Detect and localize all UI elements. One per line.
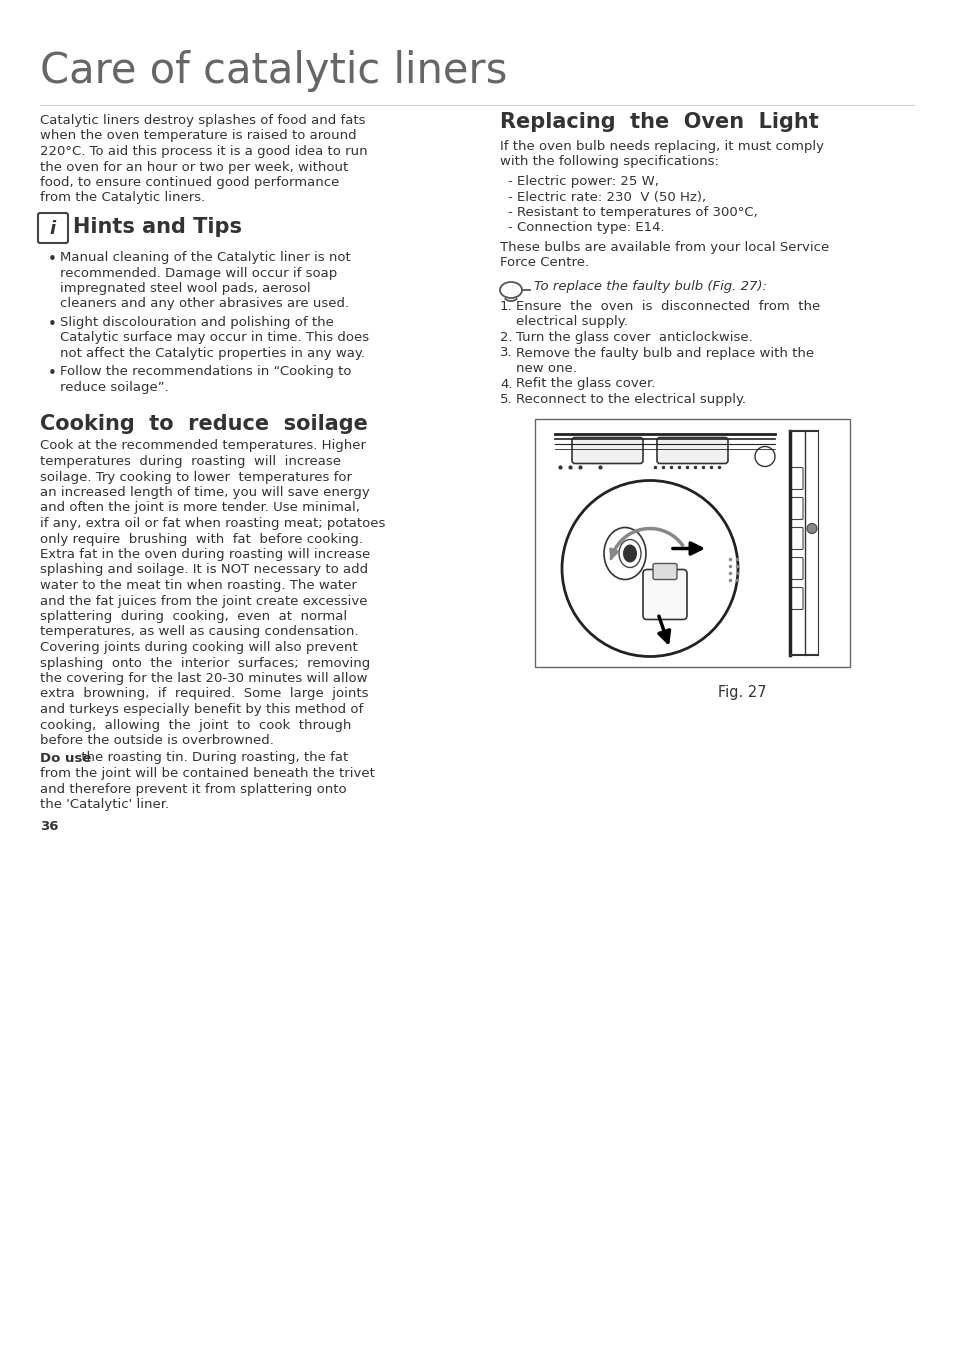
Text: soilage. Try cooking to lower  temperatures for: soilage. Try cooking to lower temperatur… <box>40 470 352 483</box>
Text: - Resistant to temperatures of 300°C,: - Resistant to temperatures of 300°C, <box>507 206 757 219</box>
Circle shape <box>806 524 816 533</box>
Text: 3.: 3. <box>499 347 512 360</box>
Text: the covering for the last 20-30 minutes will allow: the covering for the last 20-30 minutes … <box>40 672 367 685</box>
FancyBboxPatch shape <box>790 558 802 580</box>
Text: Covering joints during cooking will also prevent: Covering joints during cooking will also… <box>40 640 357 654</box>
Text: 220°C. To aid this process it is a good idea to run: 220°C. To aid this process it is a good … <box>40 145 367 158</box>
Text: To replace the faulty bulb (Fig. 27):: To replace the faulty bulb (Fig. 27): <box>534 280 766 292</box>
Text: - Electric rate: 230  V (50 Hz),: - Electric rate: 230 V (50 Hz), <box>507 191 705 203</box>
Text: Catalytic surface may occur in time. This does: Catalytic surface may occur in time. Thi… <box>60 332 369 344</box>
Text: •: • <box>48 252 57 267</box>
FancyBboxPatch shape <box>652 563 677 580</box>
Text: and often the joint is more tender. Use minimal,: and often the joint is more tender. Use … <box>40 501 359 515</box>
Text: Do use: Do use <box>40 751 91 765</box>
Text: Refit the glass cover.: Refit the glass cover. <box>516 378 655 390</box>
Text: 2.: 2. <box>499 330 512 344</box>
Text: from the Catalytic liners.: from the Catalytic liners. <box>40 191 205 204</box>
FancyBboxPatch shape <box>790 528 802 550</box>
Text: extra  browning,  if  required.  Some  large  joints: extra browning, if required. Some large … <box>40 688 368 700</box>
Text: Reconnect to the electrical supply.: Reconnect to the electrical supply. <box>516 393 745 406</box>
Text: electrical supply.: electrical supply. <box>516 315 627 329</box>
Text: and therefore prevent it from splattering onto: and therefore prevent it from splatterin… <box>40 783 346 796</box>
Text: only require  brushing  with  fat  before cooking.: only require brushing with fat before co… <box>40 532 363 546</box>
Text: temperatures, as well as causing condensation.: temperatures, as well as causing condens… <box>40 626 358 639</box>
Text: not affect the Catalytic properties in any way.: not affect the Catalytic properties in a… <box>60 347 365 360</box>
Text: Hints and Tips: Hints and Tips <box>73 217 242 237</box>
Text: food, to ensure continued good performance: food, to ensure continued good performan… <box>40 176 339 190</box>
FancyBboxPatch shape <box>38 213 68 242</box>
FancyBboxPatch shape <box>790 467 802 490</box>
FancyBboxPatch shape <box>790 497 802 520</box>
Text: splattering  during  cooking,  even  at  normal: splattering during cooking, even at norm… <box>40 611 347 623</box>
Text: impregnated steel wool pads, aerosol: impregnated steel wool pads, aerosol <box>60 282 311 295</box>
Text: the oven for an hour or two per week, without: the oven for an hour or two per week, wi… <box>40 161 348 173</box>
Text: Force Centre.: Force Centre. <box>499 256 589 269</box>
Text: 1.: 1. <box>499 301 512 313</box>
Text: •: • <box>48 367 57 382</box>
Text: Care of catalytic liners: Care of catalytic liners <box>40 50 507 92</box>
Text: Extra fat in the oven during roasting will increase: Extra fat in the oven during roasting wi… <box>40 548 370 561</box>
Text: an increased length of time, you will save energy: an increased length of time, you will sa… <box>40 486 370 500</box>
Text: cooking,  allowing  the  joint  to  cook  through: cooking, allowing the joint to cook thro… <box>40 719 351 731</box>
Circle shape <box>561 481 738 657</box>
Text: before the outside is overbrowned.: before the outside is overbrowned. <box>40 734 274 747</box>
Text: If the oven bulb needs replacing, it must comply: If the oven bulb needs replacing, it mus… <box>499 139 823 153</box>
Text: and the fat juices from the joint create excessive: and the fat juices from the joint create… <box>40 594 367 608</box>
Text: Replacing  the  Oven  Light: Replacing the Oven Light <box>499 112 818 131</box>
Text: Fig. 27: Fig. 27 <box>718 685 766 700</box>
Text: temperatures  during  roasting  will  increase: temperatures during roasting will increa… <box>40 455 340 468</box>
Text: - Electric power: 25 W,: - Electric power: 25 W, <box>507 175 659 188</box>
Text: Catalytic liners destroy splashes of food and fats: Catalytic liners destroy splashes of foo… <box>40 114 365 127</box>
Text: Slight discolouration and polishing of the: Slight discolouration and polishing of t… <box>60 315 334 329</box>
Text: - Connection type: E14.: - Connection type: E14. <box>507 222 664 234</box>
Text: Cook at the recommended temperatures. Higher: Cook at the recommended temperatures. Hi… <box>40 440 366 452</box>
FancyBboxPatch shape <box>642 570 686 620</box>
Text: when the oven temperature is raised to around: when the oven temperature is raised to a… <box>40 130 356 142</box>
Text: Manual cleaning of the Catalytic liner is not: Manual cleaning of the Catalytic liner i… <box>60 250 351 264</box>
Text: •: • <box>48 317 57 332</box>
Text: 5.: 5. <box>499 393 512 406</box>
Text: Ensure  the  oven  is  disconnected  from  the: Ensure the oven is disconnected from the <box>516 301 820 313</box>
Bar <box>535 418 849 666</box>
Text: reduce soilage”.: reduce soilage”. <box>60 380 169 394</box>
Text: water to the meat tin when roasting. The water: water to the meat tin when roasting. The… <box>40 580 356 592</box>
Text: Cooking  to  reduce  soilage: Cooking to reduce soilage <box>40 413 368 433</box>
Text: 4.: 4. <box>499 378 512 390</box>
FancyBboxPatch shape <box>572 437 642 463</box>
FancyBboxPatch shape <box>657 437 727 463</box>
Text: new one.: new one. <box>516 362 577 375</box>
Text: Follow the recommendations in “Cooking to: Follow the recommendations in “Cooking t… <box>60 366 351 379</box>
Text: with the following specifications:: with the following specifications: <box>499 156 719 168</box>
Text: Turn the glass cover  anticlockwise.: Turn the glass cover anticlockwise. <box>516 330 752 344</box>
FancyBboxPatch shape <box>790 588 802 609</box>
Text: the roasting tin. During roasting, the fat: the roasting tin. During roasting, the f… <box>77 751 348 765</box>
Text: cleaners and any other abrasives are used.: cleaners and any other abrasives are use… <box>60 298 349 310</box>
Text: and turkeys especially benefit by this method of: and turkeys especially benefit by this m… <box>40 703 363 716</box>
Text: i: i <box>50 219 56 238</box>
Text: Remove the faulty bulb and replace with the: Remove the faulty bulb and replace with … <box>516 347 813 360</box>
Text: from the joint will be contained beneath the trivet: from the joint will be contained beneath… <box>40 766 375 780</box>
Ellipse shape <box>622 544 637 562</box>
Text: splashing  onto  the  interior  surfaces;  removing: splashing onto the interior surfaces; re… <box>40 657 370 669</box>
Text: if any, extra oil or fat when roasting meat; potatoes: if any, extra oil or fat when roasting m… <box>40 517 385 529</box>
Text: These bulbs are available from your local Service: These bulbs are available from your loca… <box>499 241 828 255</box>
Text: recommended. Damage will occur if soap: recommended. Damage will occur if soap <box>60 267 337 279</box>
Text: the 'Catalytic' liner.: the 'Catalytic' liner. <box>40 798 169 811</box>
Text: splashing and soilage. It is NOT necessary to add: splashing and soilage. It is NOT necessa… <box>40 563 368 577</box>
Text: 36: 36 <box>40 819 58 833</box>
